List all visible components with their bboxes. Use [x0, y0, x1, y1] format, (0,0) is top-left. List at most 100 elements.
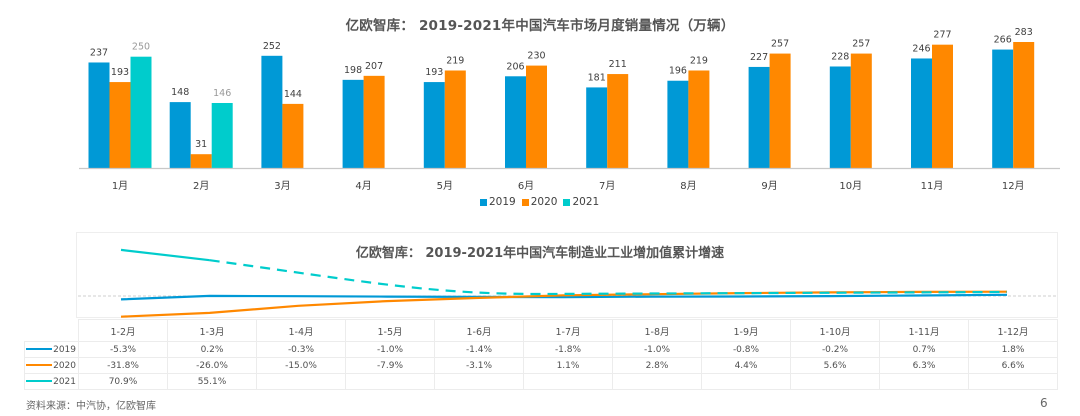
table-cell [256, 373, 346, 390]
bar-value-label: 207 [365, 61, 383, 72]
table-cell: 1.1% [523, 357, 613, 374]
bar-chart-title: 亿欧智库： 2019-2021年中国汽车市场月度销量情况（万辆） [345, 18, 735, 34]
x-tick-label: 10月 [839, 180, 862, 192]
table-cell [879, 373, 969, 390]
legend-item-2020: 2020 [521, 196, 558, 208]
bar-value-label: 181 [588, 72, 606, 83]
table-cell: -1.4% [434, 341, 524, 358]
bar-2020-10月 [850, 53, 872, 168]
table-cell: -26.0% [167, 357, 257, 374]
bar-value-label: 277 [933, 30, 951, 41]
x-tick-label: 6月 [518, 180, 534, 192]
series-line-swatch [26, 380, 53, 382]
table-column-header: 1-8月 [612, 319, 702, 342]
table-row: 2020 -31.8% -26.0% -15.0% -7.9% -3.1% 1.1% 2.8%… [24, 357, 1058, 374]
bar-2020-4月 [363, 75, 385, 168]
bar-value-label: 196 [669, 66, 687, 77]
bar-2019-9月 [748, 66, 770, 168]
table-cell: -0.8% [701, 341, 791, 358]
table-cell [434, 373, 524, 390]
bar-2020-12月 [1013, 42, 1035, 168]
table-column-header: 1-12月 [968, 319, 1058, 342]
x-tick-label: 12月 [1002, 180, 1025, 192]
growth-line-chart [78, 248, 1056, 318]
table-cell: -1.0% [345, 341, 435, 358]
bar-2021-2月 [211, 102, 233, 168]
table-cell: -0.3% [256, 341, 346, 358]
table-row: 2021 70.9% 55.1% [24, 373, 1058, 390]
table-column-header: 1-10月 [790, 319, 880, 342]
line-series-2021 [120, 248, 210, 262]
table-cell [701, 373, 791, 390]
bar-2019-10月 [829, 66, 851, 168]
series-label: 2021 [53, 376, 76, 387]
bar-value-label: 250 [132, 42, 150, 53]
bar-2019-4月 [342, 79, 364, 168]
table-header-row: 1-2月 1-3月 1-4月 1-5月 1-6月 1-7月 1-8月 1-9月 1-10月 1-1… [25, 319, 1058, 342]
table-column-header: 1-3月 [167, 319, 257, 342]
legend-swatch-2019 [480, 198, 487, 206]
bar-value-label: 257 [852, 39, 870, 50]
bar-2020-3月 [282, 103, 304, 168]
bar-value-label: 193 [111, 67, 129, 78]
bar-value-label: 193 [425, 67, 443, 78]
bar-2021-1月 [130, 56, 152, 168]
table-cell: 0.2% [167, 341, 257, 358]
legend-swatch-2021 [563, 198, 571, 206]
table-row-header-2019: 2019 [24, 341, 79, 358]
growth-data-table: 1-2月 1-3月 1-4月 1-5月 1-6月 1-7月 1-8月 1-9月 1-10月 1-1… [24, 319, 1058, 390]
bar-2019-11月 [911, 58, 932, 169]
table-cell: 55.1% [167, 373, 257, 390]
bar-2019-1月 [88, 62, 110, 169]
bar-2020-7月 [607, 74, 629, 168]
x-tick-label: 3月 [274, 180, 290, 192]
bar-value-label: 257 [771, 39, 789, 50]
bar-value-label: 206 [506, 61, 524, 72]
bar-value-label: 144 [284, 89, 302, 100]
legend-label: 2021 [572, 196, 600, 208]
legend-label: 2020 [530, 196, 558, 208]
bar-value-label: 227 [750, 52, 768, 63]
bar-value-label: 246 [912, 43, 930, 54]
bar-value-label: 230 [527, 51, 545, 62]
bar-2020-11月 [932, 44, 953, 168]
page-number: 6 [1040, 396, 1048, 410]
table-cell: -1.8% [523, 341, 613, 358]
bar-2020-9月 [769, 53, 791, 168]
table-row: 2019 -5.3% 0.2% -0.3% -1.0% -1.4% -1.8% -1.0% -0… [24, 341, 1058, 358]
series-line-swatch [26, 348, 53, 350]
table-cell: -0.2% [790, 341, 880, 358]
bar-value-label: 148 [171, 87, 189, 98]
bar-2019-6月 [505, 76, 526, 168]
bar-2020-5月 [444, 70, 466, 168]
x-tick-label: 8月 [680, 180, 696, 192]
bar-value-label: 252 [263, 41, 281, 52]
x-tick-label: 9月 [761, 180, 777, 192]
table-cell: -5.3% [78, 341, 168, 358]
table-row-header-2020: 2020 [24, 357, 79, 374]
series-line-swatch [26, 364, 53, 366]
legend-label: 2019 [489, 196, 516, 208]
table-cell: 1.8% [968, 341, 1058, 358]
bar-value-label: 198 [344, 65, 362, 76]
table-row-header-2021: 2021 [24, 373, 79, 390]
legend-swatch-2020 [521, 198, 529, 206]
table-cell [612, 373, 702, 390]
bar-value-label: 219 [446, 55, 464, 66]
bar-2020-6月 [526, 65, 547, 168]
table-column-header: 1-9月 [701, 319, 791, 342]
table-cell: 0.7% [879, 341, 969, 358]
table-cell: -1.0% [612, 341, 702, 358]
bar-value-label: 146 [213, 88, 231, 99]
source-note: 资料来源：中汽协，亿欧智库 [26, 401, 156, 412]
bar-value-label: 31 [195, 139, 207, 150]
x-tick-label: 1月 [112, 180, 128, 192]
line-series-2021-trend [209, 259, 1008, 296]
bar-2019-3月 [261, 55, 283, 168]
table-column-header: 1-11月 [879, 319, 969, 342]
table-column-header: 1-6月 [434, 319, 524, 342]
table-cell: 70.9% [78, 373, 168, 390]
bar-2019-7月 [586, 87, 608, 168]
bar-2020-1月 [109, 82, 131, 168]
